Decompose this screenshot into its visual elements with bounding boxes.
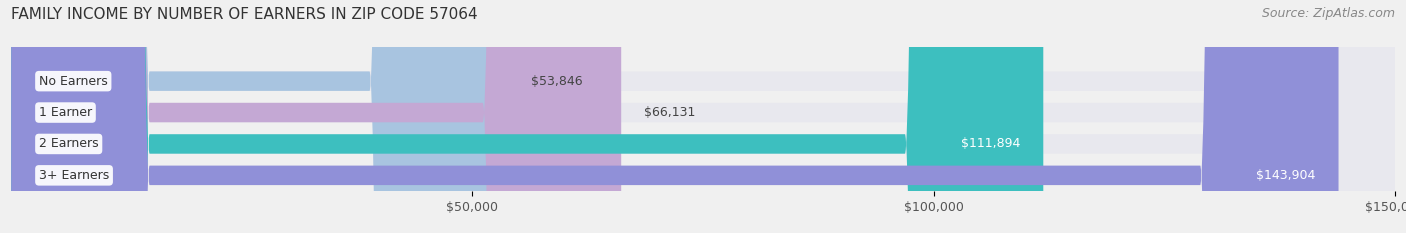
FancyBboxPatch shape: [11, 0, 1395, 233]
FancyBboxPatch shape: [11, 0, 1395, 233]
Text: No Earners: No Earners: [39, 75, 108, 88]
FancyBboxPatch shape: [11, 0, 508, 233]
FancyBboxPatch shape: [11, 0, 1043, 233]
FancyBboxPatch shape: [11, 0, 1395, 233]
Text: $143,904: $143,904: [1256, 169, 1316, 182]
FancyBboxPatch shape: [11, 0, 621, 233]
Text: 2 Earners: 2 Earners: [39, 137, 98, 151]
Text: 3+ Earners: 3+ Earners: [39, 169, 110, 182]
Text: $111,894: $111,894: [960, 137, 1021, 151]
Text: FAMILY INCOME BY NUMBER OF EARNERS IN ZIP CODE 57064: FAMILY INCOME BY NUMBER OF EARNERS IN ZI…: [11, 7, 478, 22]
FancyBboxPatch shape: [11, 0, 1395, 233]
FancyBboxPatch shape: [11, 0, 1339, 233]
Text: $53,846: $53,846: [531, 75, 582, 88]
Text: $66,131: $66,131: [644, 106, 696, 119]
Text: Source: ZipAtlas.com: Source: ZipAtlas.com: [1261, 7, 1395, 20]
Text: 1 Earner: 1 Earner: [39, 106, 91, 119]
